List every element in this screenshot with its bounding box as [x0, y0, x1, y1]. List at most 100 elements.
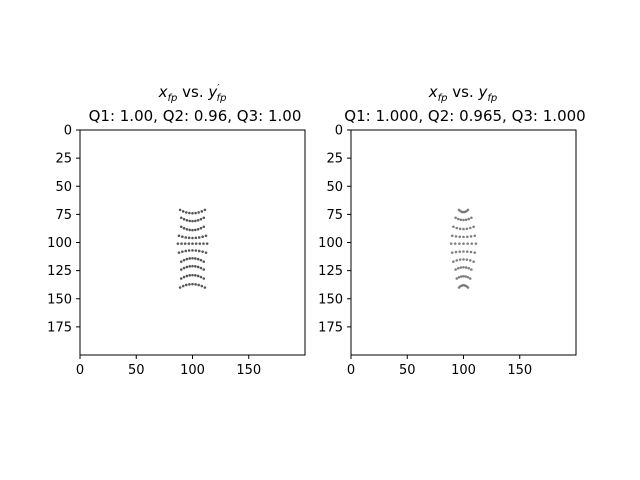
- data-point: [196, 265, 200, 269]
- data-point: [454, 268, 457, 271]
- data-point: [197, 211, 200, 214]
- y-tick-label: 100: [318, 236, 343, 251]
- data-point: [181, 284, 185, 288]
- data-point: [458, 258, 462, 261]
- data-point: [465, 258, 469, 261]
- data-point: [201, 235, 204, 239]
- data-point: [465, 235, 469, 239]
- data-point: [183, 242, 187, 245]
- y-tick-label: 50: [326, 180, 343, 195]
- data-point: [462, 242, 465, 245]
- data-point: [191, 211, 194, 215]
- y-tick-label: 75: [55, 208, 72, 223]
- data-point: [469, 250, 473, 254]
- data-point: [182, 275, 186, 279]
- data-point: [456, 266, 460, 270]
- data-point: [472, 225, 475, 229]
- y-tick-label: 125: [47, 264, 72, 279]
- y-tick-label: 25: [326, 152, 343, 167]
- data-point: [462, 235, 465, 239]
- data-point: [198, 242, 202, 245]
- y-tick-label: 150: [318, 292, 343, 307]
- data-point: [188, 228, 191, 232]
- data-point: [469, 235, 473, 238]
- panel-right-title: xfp vs. yfp: [428, 83, 498, 104]
- data-point: [449, 242, 453, 245]
- data-point: [184, 236, 188, 239]
- data-point: [181, 250, 184, 253]
- data-point: [177, 234, 181, 238]
- data-point: [458, 227, 462, 231]
- data-point: [201, 250, 204, 253]
- data-point: [179, 268, 183, 271]
- data-point: [194, 265, 197, 268]
- data-point: [194, 236, 198, 240]
- data-point: [465, 227, 469, 231]
- data-point: [462, 218, 465, 222]
- data-point: [191, 282, 194, 286]
- data-point: [196, 218, 200, 222]
- data-point: [191, 219, 194, 223]
- data-point: [462, 265, 465, 269]
- data-point: [466, 286, 470, 289]
- data-point: [188, 257, 191, 260]
- data-point: [450, 251, 454, 254]
- y-tick-label: 150: [47, 292, 72, 307]
- data-point: [181, 210, 185, 213]
- y-tick-label: 25: [55, 152, 72, 167]
- data-point: [178, 286, 182, 289]
- data-point: [202, 216, 206, 220]
- data-point: [452, 260, 455, 263]
- data-point: [202, 268, 206, 271]
- y-tick-label: 175: [47, 320, 72, 335]
- x-tick-label: 50: [399, 363, 416, 378]
- data-point: [194, 219, 197, 223]
- data-point: [191, 236, 194, 240]
- data-point: [191, 228, 194, 232]
- data-point: [454, 216, 457, 220]
- y-tick-label: 175: [318, 320, 343, 335]
- data-point: [459, 275, 463, 278]
- x-tick-label: 100: [180, 363, 205, 378]
- data-point: [467, 217, 471, 221]
- data-point: [452, 225, 455, 229]
- data-point: [467, 266, 471, 270]
- data-point: [194, 242, 198, 245]
- x-tick-label: 150: [236, 363, 261, 378]
- data-point: [202, 260, 206, 263]
- data-point: [473, 234, 477, 238]
- data-point: [202, 242, 205, 245]
- data-point: [179, 277, 183, 280]
- data-point: [194, 249, 198, 252]
- data-point: [470, 216, 473, 220]
- data-point: [185, 274, 189, 278]
- data-point: [191, 242, 194, 245]
- data-point: [202, 277, 206, 280]
- data-point: [474, 242, 478, 245]
- data-point: [204, 251, 208, 254]
- data-point: [455, 226, 459, 230]
- data-point: [454, 250, 458, 254]
- data-point: [470, 268, 473, 271]
- data-point: [179, 225, 183, 229]
- x-tick-label: 100: [451, 363, 476, 378]
- data-point: [194, 283, 197, 286]
- data-point: [185, 257, 189, 261]
- data-point: [176, 242, 180, 245]
- data-point: [199, 258, 203, 262]
- data-point: [200, 284, 204, 288]
- data-point: [462, 227, 465, 231]
- data-point: [187, 242, 191, 245]
- data-point: [185, 218, 189, 222]
- panel-right: xfp vs. yfp Q1: 1.000, Q2: 0.965, Q3: 1.…: [318, 83, 586, 378]
- data-point: [191, 256, 194, 260]
- data-point: [200, 210, 204, 213]
- data-point: [458, 235, 462, 239]
- data-point: [185, 211, 188, 214]
- data-point: [191, 273, 194, 277]
- data-point: [205, 242, 209, 245]
- data-point: [194, 228, 197, 232]
- data-point: [188, 219, 191, 223]
- data-point: [188, 283, 191, 286]
- data-point: [457, 275, 461, 279]
